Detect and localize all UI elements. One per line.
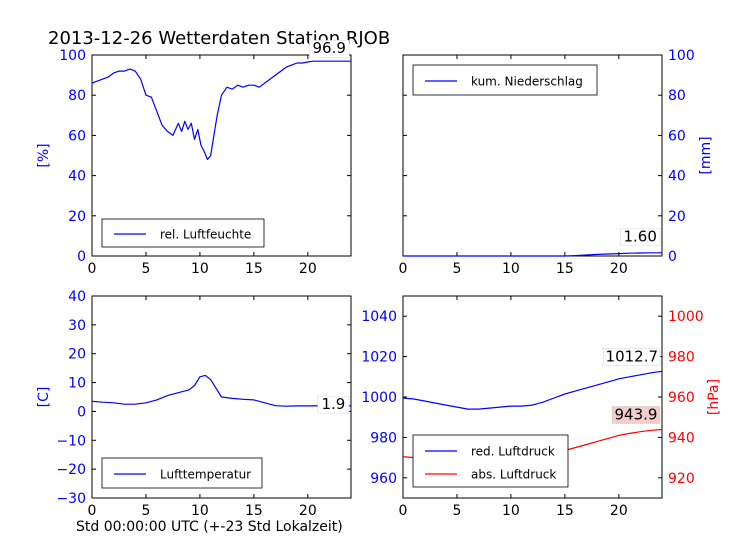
x-tick-label: 15 (245, 503, 263, 519)
figure-xlabel: Std 00:00:00 UTC (+-23 Std Lokalzeit) (76, 519, 343, 535)
value-annotation-right-box (611, 406, 661, 424)
y-tick-label: 960 (370, 471, 397, 487)
legend-box (412, 64, 598, 96)
y-axis-label: [mm] (698, 136, 714, 174)
x-tick-label: 5 (452, 261, 461, 277)
x-tick-label: 20 (610, 261, 628, 277)
axes-frame (91, 54, 352, 257)
y-axis-label: [%] (36, 143, 52, 167)
panel-pressure: 0 5 10 15 20 960 980 1000 1020 1040 920 940 960 980 10… (361, 295, 722, 519)
value-annotation-box (317, 395, 350, 414)
y-tick-label: 0 (77, 404, 86, 420)
y-tick-label: 60 (668, 128, 686, 144)
value-annotation: 1.9 (321, 395, 345, 413)
legend-box (412, 434, 569, 488)
y-tick-label-right: 980 (668, 350, 695, 366)
panel-precipitation: 0 5 10 15 20 0 20 40 60 80 100 [mm] 1.60 kum. Nieders… (399, 48, 714, 277)
legend-box (101, 218, 265, 248)
y-tick-label: 100 (59, 48, 86, 64)
y-tick-label: −10 (56, 433, 86, 449)
value-annotation-box (309, 39, 350, 58)
legend-label: Lufttemperatur (160, 468, 251, 482)
x-tick-label: 15 (245, 261, 263, 277)
x-tick-label: 0 (88, 503, 97, 519)
y-tick-label: 20 (68, 209, 86, 225)
panel-temperature: 0 5 10 15 20 −30 −20 −10 0 10 20 30 40 [C] 1.9 Lufttemp… (36, 289, 352, 519)
y-tick-label: −20 (56, 462, 86, 478)
value-annotation: 96.9 (312, 39, 345, 57)
y-axis-label-right: [hPa] (706, 379, 722, 415)
series-line-red--luftdruck (402, 370, 663, 410)
x-tick-label: 5 (141, 503, 150, 519)
x-tick-label: 20 (610, 503, 628, 519)
y-tick-label-right: 960 (668, 390, 695, 406)
series-line-rel--luftfeuchte (91, 60, 351, 161)
figure-title: 2013-12-26 Wetterdaten Station RJOB (48, 28, 390, 49)
y-tick-label: 0 (668, 249, 677, 265)
y-tick-label: 30 (68, 318, 86, 334)
value-annotation: 1.60 (623, 228, 656, 246)
y-tick-label: 1040 (361, 309, 397, 325)
value-annotation-box (603, 347, 661, 366)
y-tick-label: −30 (56, 491, 86, 507)
y-tick-label: 1000 (361, 390, 397, 406)
panel-humidity: 0 5 10 15 20 0 20 40 60 80 100 [%] 96.9 rel. Luftfeuc… (36, 39, 352, 277)
x-tick-label: 20 (299, 503, 317, 519)
x-tick-label: 20 (299, 261, 317, 277)
y-tick-label: 980 (370, 430, 397, 446)
axes-frame (91, 295, 352, 499)
y-axis-label: [C] (36, 387, 52, 408)
y-tick-label: 80 (68, 88, 86, 104)
x-tick-label: 15 (556, 261, 574, 277)
x-tick-label: 10 (191, 261, 209, 277)
x-tick-label: 0 (399, 261, 408, 277)
value-annotation-right: 943.9 (615, 405, 658, 423)
legend-label: rel. Luftfeuchte (160, 228, 251, 242)
x-tick-label: 15 (556, 503, 574, 519)
legend-label: abs. Luftdruck (471, 468, 556, 482)
x-tick-label: 5 (452, 503, 461, 519)
y-tick-label: 80 (668, 88, 686, 104)
y-tick-label: 100 (668, 48, 695, 64)
legend-box (101, 457, 263, 489)
value-annotation: 1012.7 (606, 347, 659, 365)
y-tick-label: 40 (668, 169, 686, 185)
y-tick-label: 60 (68, 128, 86, 144)
y-tick-label-right: 1000 (668, 309, 704, 325)
y-tick-label: 1020 (361, 350, 397, 366)
legend-label: red. Luftdruck (471, 445, 555, 459)
y-tick-label: 20 (668, 209, 686, 225)
y-tick-label: 10 (68, 376, 86, 392)
y-tick-label-right: 920 (668, 471, 695, 487)
x-tick-label: 10 (502, 261, 520, 277)
x-tick-label: 10 (191, 503, 209, 519)
legend-label: kum. Niederschlag (471, 75, 583, 89)
y-tick-label: 20 (68, 347, 86, 363)
x-tick-label: 0 (399, 503, 408, 519)
series-line-lufttemperatur (91, 374, 351, 407)
y-tick-label: 40 (68, 289, 86, 305)
series-line-kum--niederschlag (403, 252, 662, 257)
value-annotation-box (620, 228, 661, 247)
y-tick-label-right: 940 (668, 430, 695, 446)
x-tick-label: 0 (88, 261, 97, 277)
x-tick-label: 5 (141, 261, 150, 277)
x-tick-label: 10 (502, 503, 520, 519)
y-tick-label: 0 (77, 249, 86, 265)
y-tick-label: 40 (68, 169, 86, 185)
